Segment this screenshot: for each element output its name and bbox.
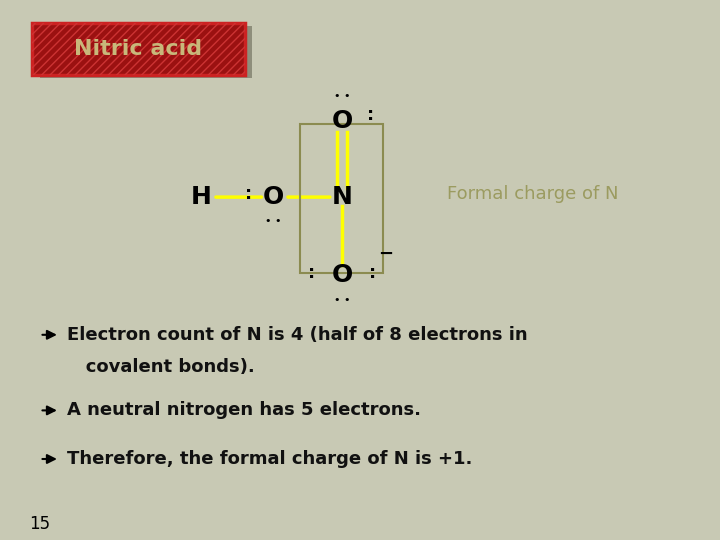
Text: :: : [369,264,376,282]
Text: :: : [245,185,252,204]
Text: −: − [377,245,393,263]
Text: O: O [331,110,353,133]
Text: N: N [332,185,352,209]
Text: Nitric acid: Nitric acid [74,39,202,59]
Text: • •: • • [334,91,350,100]
Text: O: O [331,264,353,287]
Text: • •: • • [334,295,350,305]
Bar [40,26,252,78]
Bar [32,23,245,75]
Text: O: O [263,185,284,209]
Text: :: : [367,106,374,124]
Text: Electron count of N is 4 (half of 8 electrons in: Electron count of N is 4 (half of 8 elec… [67,326,528,344]
Bar [32,23,245,75]
Text: covalent bonds).: covalent bonds). [67,358,255,376]
Text: 15: 15 [29,515,50,533]
Text: :: : [308,264,315,282]
Text: Formal charge of N: Formal charge of N [447,185,618,204]
Text: • •: • • [266,217,282,226]
Text: Therefore, the formal charge of N is +1.: Therefore, the formal charge of N is +1. [67,450,472,468]
Text: A neutral nitrogen has 5 electrons.: A neutral nitrogen has 5 electrons. [67,401,421,420]
Text: H: H [192,185,212,209]
Bar [300,124,383,273]
